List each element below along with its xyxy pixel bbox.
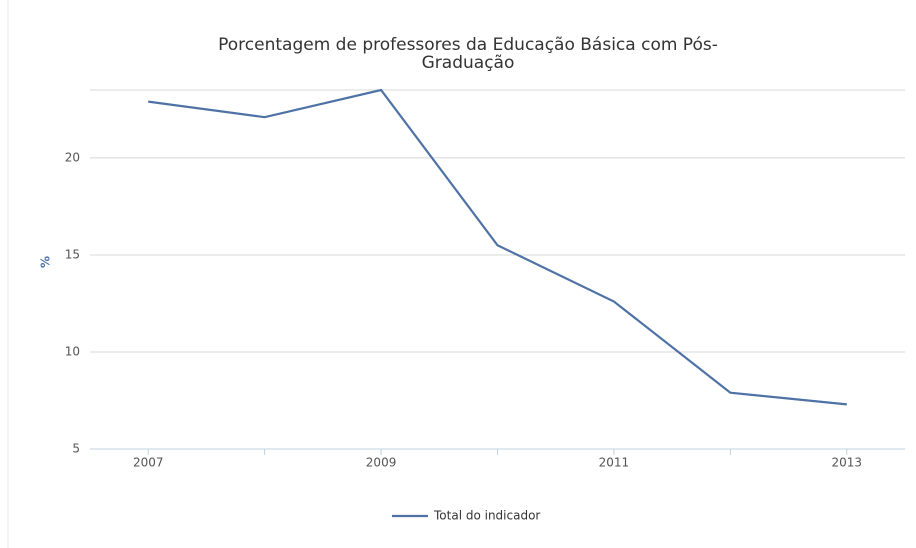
y-axis-label: % [39,256,53,268]
y-tick-label: 15 [65,247,80,261]
x-tick-label: 2011 [599,456,630,470]
x-tick-label: 2009 [366,456,397,470]
x-tick-label: 2013 [832,456,863,470]
chart-title: Porcentagem de professores da Educação B… [218,35,718,73]
x-tick-label: 2007 [133,456,164,470]
legend-label: Total do indicador [433,509,540,523]
y-tick-label: 5 [72,442,80,456]
y-tick-label: 20 [65,150,80,164]
data-line [148,88,847,406]
y-tick-label: 10 [65,344,80,358]
